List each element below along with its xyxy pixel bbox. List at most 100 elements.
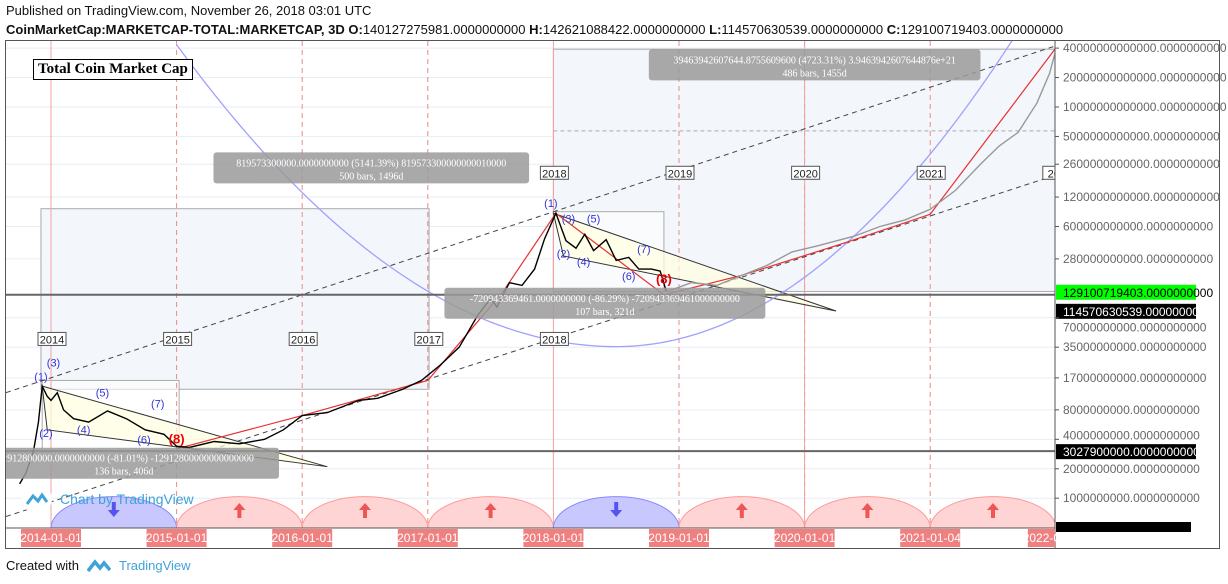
- year-marker-label: 2018: [542, 168, 566, 180]
- price-axis-label: 1000000000.0000000000: [1063, 491, 1200, 505]
- price-tag: [1056, 284, 1196, 300]
- wave-label: (4): [77, 424, 90, 436]
- wave-label: (3): [47, 358, 60, 370]
- price-axis-label: 20000000000000.0000000000: [1063, 71, 1227, 85]
- price-axis-label: 280000000000.0000000000: [1063, 252, 1213, 266]
- arrow-up-icon: [233, 503, 246, 518]
- time-label-box: [21, 529, 81, 547]
- year-marker-label: 2015: [165, 334, 189, 346]
- measurement-tooltip: [6, 447, 279, 479]
- price-axis-label: 17000000000.0000000000: [1063, 371, 1207, 385]
- price-axis-label: 40000000000000.0000000000: [1063, 41, 1227, 55]
- price-tag: [1056, 303, 1196, 319]
- time-axis-label: 2018-01-01: [523, 531, 585, 545]
- time-axis-label: 2020-01-01: [774, 531, 836, 545]
- year-marker-box: [916, 165, 946, 180]
- price-tag-label: 3027900000.0000000000: [1063, 445, 1200, 459]
- year-marker-label: 202: [1048, 168, 1066, 180]
- year-marker-label: 2019: [668, 168, 692, 180]
- plot-area: 2014 2015 2016 2017 2018 2018 2019 2020 2021 202 8…: [0, 41, 1066, 528]
- time-label-box: [523, 529, 584, 547]
- series-line-price: [18, 211, 668, 485]
- wave-label: (5): [587, 213, 600, 225]
- price-axis-label: 35000000000.0000000000: [1063, 340, 1207, 354]
- year-marker-box: [665, 165, 695, 180]
- wave-label: (8): [656, 272, 672, 287]
- price-axis-label: 8000000000.0000000000: [1063, 403, 1200, 417]
- wave-label: (2): [39, 428, 52, 440]
- measurement-tooltip: [444, 287, 766, 319]
- measurement-bars: 136 bars, 406d: [94, 467, 153, 478]
- year-marker-box: [539, 165, 569, 180]
- tradingview-logo-icon: [86, 558, 111, 572]
- measurement-value: -720943369461.0000000000 (-86.29%) -7209…: [470, 294, 740, 305]
- year-marker-label: 2016: [291, 334, 315, 346]
- year-marker-label: 2017: [417, 334, 441, 346]
- open-label: O:: [348, 22, 363, 37]
- arrow-up-icon: [484, 503, 497, 518]
- wave-label: (7): [637, 244, 650, 256]
- time-axis-label: 2019-01-01: [648, 531, 710, 545]
- measure-region-1: [40, 208, 430, 390]
- price-axis-label: 5000000000000.0000000000: [1063, 129, 1220, 143]
- price-tag-label: 114570630539.0000000000: [1063, 305, 1213, 319]
- watermark-text: Chart by TradingView: [60, 491, 194, 507]
- price-tag-cut: [1056, 522, 1191, 532]
- price-axis-label: 70000000000.0000000000: [1063, 321, 1207, 335]
- created-with: Created with: [6, 558, 79, 573]
- price-axis-label: 600000000000.0000000000: [1063, 219, 1213, 233]
- wave-label: (3): [562, 213, 575, 225]
- low-label: L:: [709, 22, 722, 37]
- time-axis-label: 2015-01-01: [146, 531, 208, 545]
- wave-label: (6): [137, 435, 150, 447]
- time-axis-label: 2014-01-01: [20, 531, 82, 545]
- year-marker-box: [288, 331, 318, 346]
- arrow-up-icon: [735, 503, 748, 518]
- symbol: CoinMarketCap:MARKETCAP-TOTAL:MARKETCAP,…: [6, 22, 345, 37]
- blue-arc: [176, 41, 1013, 348]
- chart-title: Total Coin Market Cap: [33, 59, 193, 80]
- arrow-up-icon: [359, 503, 371, 518]
- price-tag-label: 129100719403.0000000000: [1063, 286, 1213, 300]
- wave-label: (4): [577, 256, 590, 268]
- measurement-bars: 486 bars, 1455d: [783, 68, 847, 79]
- time-label-box: [272, 529, 333, 547]
- year-marker-box: [791, 165, 821, 180]
- time-axis-label: 2021-01-04: [900, 531, 962, 545]
- ohlc-line: CoinMarketCap:MARKETCAP-TOTAL:MARKETCAP,…: [6, 22, 1063, 37]
- high-label: H:: [529, 22, 543, 37]
- measurement-bars: 500 bars, 1496d: [339, 171, 403, 182]
- measurement-value: -12912800000.0000000000 (-81.01%) -12912…: [0, 454, 254, 465]
- measurement-value: 39463942607644.8755609600 (4723.31%) 3.9…: [673, 55, 956, 66]
- close-label: C:: [886, 22, 901, 37]
- published-line: Published on TradingView.com, November 2…: [6, 3, 372, 18]
- wave-label: (2): [557, 248, 570, 260]
- series-line-projection: [666, 50, 1055, 293]
- wave-label: (5): [96, 387, 109, 399]
- wave-label: (7): [151, 398, 164, 410]
- year-marker-box: [37, 331, 67, 346]
- arrow-up-icon: [861, 503, 874, 518]
- time-axis-label: 2022-0: [1023, 531, 1061, 545]
- time-label-box: [774, 529, 835, 547]
- year-marker-box: [539, 331, 569, 346]
- low-value: 114570630539.0000000000: [721, 22, 884, 37]
- price-axis-label: 4000000000.0000000000: [1063, 428, 1200, 442]
- tradingview-link[interactable]: TradingView: [118, 558, 191, 573]
- wave-label: (8): [169, 431, 185, 446]
- tradingview-logo-icon: [22, 484, 52, 514]
- measurement-value: 819573300000.0000000000 (5141.39%) 81957…: [236, 158, 506, 169]
- year-marker-box: [414, 331, 444, 346]
- year-marker-label: 2020: [793, 168, 817, 180]
- arrow-down-icon: [107, 502, 120, 517]
- price-axis-label: 2600000000000.0000000000: [1063, 157, 1220, 171]
- time-label-box: [1027, 529, 1055, 547]
- wave-label: (1): [34, 371, 47, 383]
- arrow-up-icon: [987, 503, 999, 518]
- price-tag: [1056, 444, 1196, 460]
- measurement-bars: 107 bars, 321d: [575, 307, 634, 318]
- price-axis-label: 1200000000000.0000000000: [1063, 190, 1220, 204]
- open-value: 140127275981.0000000000: [362, 22, 526, 37]
- tradingview-watermark[interactable]: Chart by TradingView: [22, 484, 194, 514]
